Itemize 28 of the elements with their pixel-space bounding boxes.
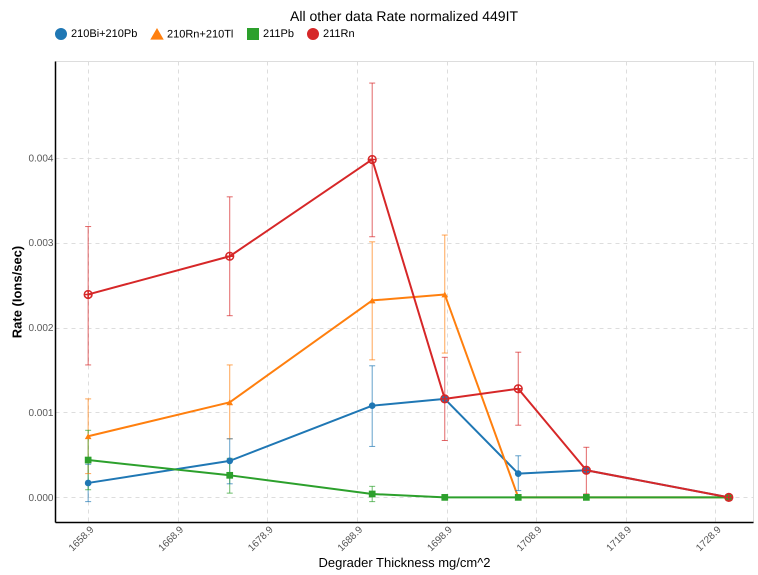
point [225,252,234,261]
y-tick-label: 0.002 [28,323,54,334]
x-axis-title: Degrader Thickness mg/cm^2 [318,555,491,570]
point [84,433,92,440]
legend-label: 210Bi+210Pb [71,28,138,40]
y-tick-label: 0.004 [28,153,54,164]
point [368,154,377,164]
y-tick-label: 0.001 [28,408,54,419]
point [441,494,448,501]
y-tick-label: 0.003 [28,238,54,250]
point [368,402,376,410]
point [368,298,376,304]
chart-title: All other data Rate normalized 449IT [290,8,518,24]
legend-label: 210Rn+210Tl [167,28,234,40]
point [84,480,92,486]
point [441,292,448,298]
point [226,458,234,464]
point [226,472,234,479]
point [84,290,93,300]
y-axis-title: Rate (Ions/sec) [9,246,24,338]
point [226,399,234,406]
point [514,384,523,394]
y-tick-label: 0.000 [28,492,54,504]
point [84,456,92,464]
point [514,470,522,477]
legend-label: 211Rn [323,28,355,40]
point [368,490,376,498]
legend-label: 211Pb [263,28,294,40]
